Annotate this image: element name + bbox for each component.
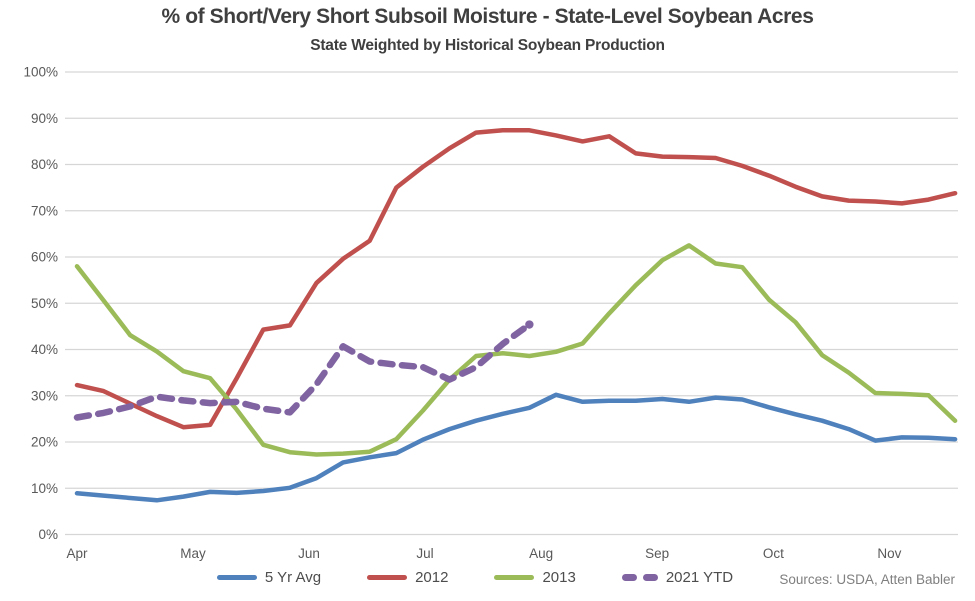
legend-item-5-yr-avg: 5 Yr Avg	[216, 569, 322, 586]
legend-swatch	[367, 575, 408, 580]
legend-label: 2012	[415, 569, 449, 586]
series-line-2012	[74, 128, 958, 430]
y-tick-label: 30%	[31, 388, 58, 403]
legend-label: 2013	[542, 569, 576, 586]
y-tick-label: 50%	[31, 296, 58, 311]
y-tick-label: 100%	[23, 65, 58, 80]
chart-title: % of Short/Very Short Subsoil Moisture -…	[161, 5, 814, 28]
y-tick-label: 80%	[31, 157, 58, 172]
x-tick-label: Aug	[529, 546, 553, 561]
y-tick-label: 20%	[31, 435, 58, 450]
y-tick-label: 70%	[31, 203, 58, 218]
legend-label: 5 Yr Avg	[264, 569, 322, 586]
y-tick-label: 90%	[31, 111, 58, 126]
x-tick-label: Jun	[298, 546, 320, 561]
sources-note: Sources: USDA, Atten Babler	[779, 572, 955, 587]
x-tick-label: Apr	[66, 546, 88, 561]
legend-dash	[642, 574, 658, 581]
legend-label: 2021 YTD	[665, 569, 734, 586]
x-tick-label: Sep	[645, 546, 669, 561]
y-tick-label: 40%	[31, 342, 58, 357]
x-tick-label: May	[180, 546, 206, 561]
legend-swatch	[621, 574, 658, 581]
legend-item-2013: 2013	[494, 569, 576, 586]
legend-dash	[621, 574, 637, 581]
series-end-dot-2021-ytd	[525, 320, 534, 329]
legend: 5 Yr Avg 2012 2013 2021 YTD	[110, 569, 840, 586]
legend-item-2021-ytd: 2021 YTD	[621, 569, 734, 586]
y-tick-label: 10%	[31, 481, 58, 496]
x-tick-label: Jul	[416, 546, 433, 561]
legend-swatch	[494, 575, 535, 580]
y-tick-label: 60%	[31, 250, 58, 265]
x-tick-label: Oct	[763, 546, 784, 561]
series-line-2021-ytd	[73, 321, 533, 421]
series-line-2013	[74, 243, 958, 457]
chart-subtitle: State Weighted by Historical Soybean Pro…	[310, 37, 665, 54]
y-tick-label: 0%	[38, 527, 58, 542]
legend-item-2012: 2012	[367, 569, 448, 586]
legend-swatch	[216, 575, 257, 580]
x-tick-label: Nov	[877, 546, 901, 561]
series-line-5-yr-avg	[74, 392, 958, 503]
